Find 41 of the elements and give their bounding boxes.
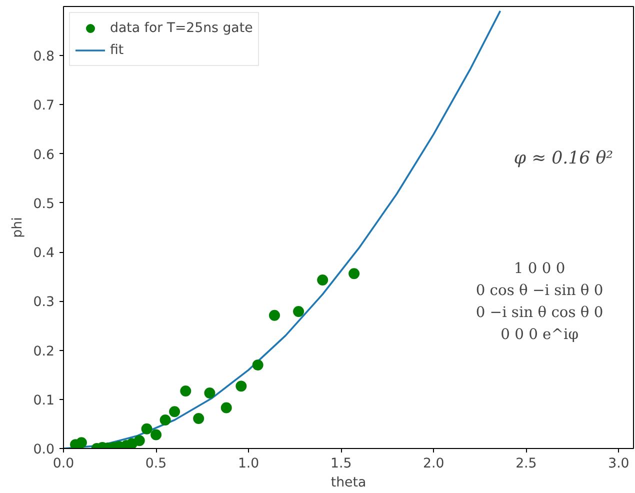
x-tick-label: 0.5 — [145, 456, 167, 472]
y-tick-label: 0.5 — [33, 196, 55, 212]
point — [193, 413, 204, 424]
point — [141, 423, 152, 434]
y-tick-label: 0.7 — [33, 98, 55, 114]
point — [236, 380, 247, 392]
y-tick-label: 0.4 — [33, 246, 55, 262]
point — [76, 437, 87, 448]
x-tick-label: 1.0 — [238, 456, 260, 472]
point — [160, 414, 171, 426]
point — [252, 360, 264, 370]
point — [204, 388, 216, 398]
point — [317, 274, 328, 286]
x-tick-label: 2.0 — [423, 456, 444, 472]
annotation: φ ≈ 0.16 θ² — [514, 148, 614, 168]
point — [134, 435, 145, 446]
point — [220, 402, 232, 414]
x-tick-label: 1.5 — [330, 456, 352, 472]
y-tick-label: 0.2 — [33, 344, 55, 360]
annotation: 0 −i sin θ cos θ 0 — [476, 304, 604, 321]
x-tick-label: 3.0 — [608, 456, 630, 472]
legend-label: data for T=25ns gate — [110, 20, 253, 36]
point — [169, 406, 180, 418]
annotation: 0 0 0 e^iφ — [500, 326, 578, 343]
y-tick-label: 0.6 — [33, 148, 55, 163]
legend-label: fit — [110, 42, 125, 58]
point — [268, 310, 280, 321]
y-tick-label: 0.8 — [33, 50, 55, 65]
x-tick-label: 0.0 — [52, 456, 74, 472]
y-tick-label: 0.0 — [33, 442, 55, 458]
x-tick-label: 2.5 — [516, 456, 537, 472]
y-tick-label: 0.3 — [33, 295, 55, 310]
annotation: 0 cos θ −i sin θ 0 — [476, 282, 604, 299]
point — [150, 429, 162, 440]
point — [293, 306, 304, 317]
y-axis-title: phi — [10, 217, 26, 238]
point — [348, 268, 360, 280]
x-axis-title: theta — [330, 476, 366, 490]
annotation: 1 0 0 0 — [514, 260, 566, 277]
y-tick-label: 0.1 — [33, 393, 55, 408]
point — [180, 386, 192, 397]
